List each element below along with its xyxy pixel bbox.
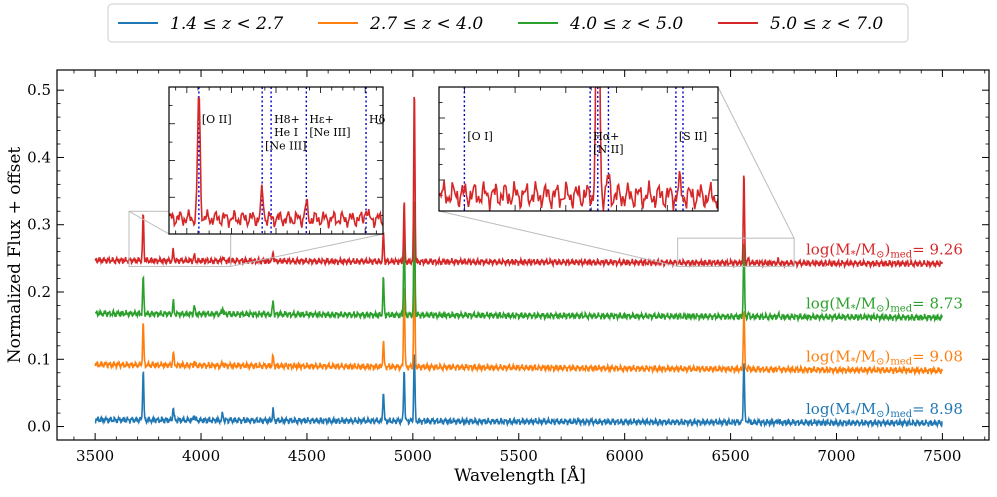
spectrum-line bbox=[94, 252, 944, 377]
legend: 1.4 ≤ z < 2.7 2.7 ≤ z < 4.0 4.0 ≤ z < 5.0 5… bbox=[107, 3, 909, 43]
y-tick-label: 0.5 bbox=[27, 81, 51, 99]
inset-background bbox=[169, 87, 383, 234]
legend-label: 1.4 ≤ z < 2.7 bbox=[170, 14, 283, 34]
inset-red-region: [O I] Hα+ [N II] [S II] bbox=[438, 86, 795, 267]
line-label: Hε+ [Ne III] bbox=[309, 113, 350, 139]
spectra-lines bbox=[94, 96, 944, 429]
zoom-connector bbox=[230, 233, 384, 267]
y-tick-label: 0.1 bbox=[27, 350, 51, 368]
inset-frame bbox=[438, 86, 719, 212]
zoom-connector bbox=[128, 210, 170, 235]
x-axis-label: Wavelength [Å] bbox=[454, 465, 586, 486]
axes-frame bbox=[56, 69, 990, 441]
x-tick-label: 4000 bbox=[182, 447, 220, 465]
zoom-connector bbox=[717, 86, 795, 239]
mass-labels: log(M*/M⊙)med= 8.98 log(M*/M⊙)med= 9.08 lo… bbox=[806, 241, 963, 420]
x-tick-label: 5000 bbox=[394, 447, 432, 465]
spectrum-line bbox=[94, 96, 944, 270]
axis-ticks: 3500 4000 4500 5000 5500 6000 6500 7000 7500 0.0 0… bbox=[27, 70, 989, 465]
spectrum-line bbox=[94, 354, 943, 429]
legend-label: 4.0 ≤ z < 5.0 bbox=[569, 14, 683, 34]
mass-label: log(M*/M⊙)med= 8.98 bbox=[806, 400, 963, 420]
inset-spectrum-line bbox=[439, 87, 718, 211]
line-label: Hδ bbox=[369, 113, 386, 126]
line-label: Hα+ [N II] bbox=[593, 130, 623, 156]
line-label: [O I] bbox=[467, 130, 492, 143]
zoom-connector bbox=[438, 210, 678, 267]
x-tick-label: 7500 bbox=[923, 447, 961, 465]
y-tick-label: 0.2 bbox=[27, 283, 51, 301]
line-label: [O II] bbox=[202, 113, 232, 126]
x-tick-label: 6500 bbox=[711, 447, 749, 465]
x-tick-label: 7000 bbox=[817, 447, 855, 465]
x-tick-label: 6000 bbox=[606, 447, 644, 465]
legend-entries: 1.4 ≤ z < 2.7 2.7 ≤ z < 4.0 4.0 ≤ z < 5.0 5… bbox=[118, 14, 883, 34]
mass-label: log(M*/M⊙)med= 9.08 bbox=[806, 348, 963, 368]
line-label: [Ne III] bbox=[265, 140, 306, 153]
x-tick-label: 4500 bbox=[288, 447, 326, 465]
y-axis-label: Normalized Flux + offset bbox=[5, 147, 25, 364]
inset-panels: [O II] [Ne III]H8+ He I Hε+ [Ne III] Hδ [O I] H… bbox=[128, 86, 795, 267]
inset-spectrum-line bbox=[169, 96, 383, 229]
legend-frame bbox=[107, 3, 909, 43]
inset-blue-region: [O II] [Ne III]H8+ He I Hε+ [Ne III] Hδ bbox=[128, 86, 386, 267]
mass-label: log(M*/M⊙)med= 9.26 bbox=[806, 241, 963, 261]
zoom-region-box bbox=[677, 237, 795, 267]
y-tick-label: 0.3 bbox=[27, 216, 51, 234]
line-label: [S II] bbox=[679, 130, 707, 143]
x-tick-label: 5500 bbox=[500, 447, 538, 465]
legend-label: 5.0 ≤ z < 7.0 bbox=[770, 14, 883, 34]
legend-label: 2.7 ≤ z < 4.0 bbox=[369, 14, 483, 34]
mass-label: log(M*/M⊙)med= 8.73 bbox=[806, 295, 963, 315]
y-tick-label: 0.4 bbox=[27, 148, 51, 166]
line-label: H8+ He I bbox=[274, 113, 300, 139]
inset-frame bbox=[168, 86, 384, 235]
spectrum-line bbox=[94, 201, 944, 324]
y-tick-label: 0.0 bbox=[27, 418, 51, 436]
x-tick-label: 3500 bbox=[76, 447, 114, 465]
